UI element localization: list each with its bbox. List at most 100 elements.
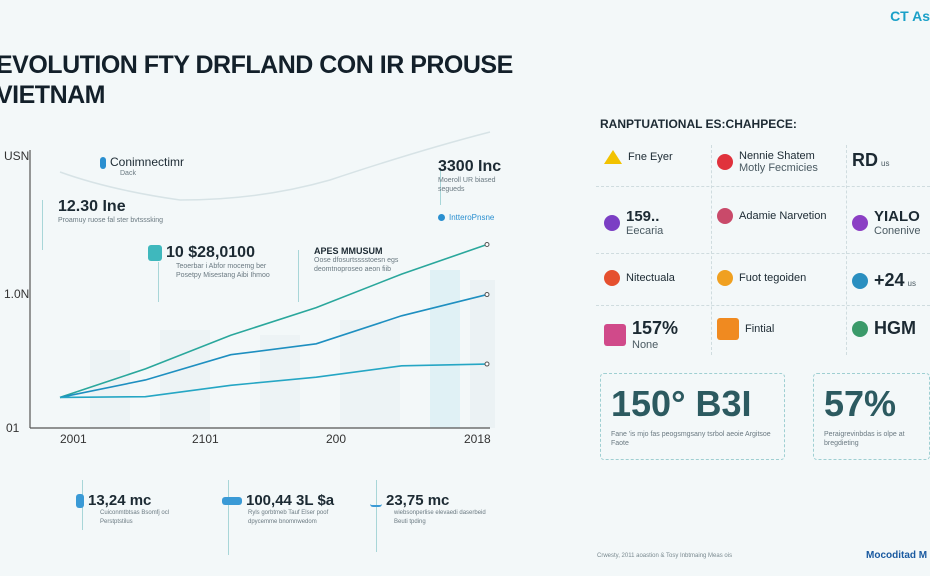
stat-box-1: 150° B3I Fane 'is mjo fas peogsmgsany ts… bbox=[600, 373, 785, 460]
grid-item: Fne Eyer bbox=[604, 150, 673, 164]
line-chart: USN 1.0N 01 2001 2101 200 2018 bbox=[4, 131, 495, 446]
category-icon bbox=[604, 323, 626, 346]
grid-item: Adamie Narvetion bbox=[717, 208, 826, 224]
grid-item: RD us bbox=[852, 150, 889, 171]
category-icon bbox=[604, 270, 620, 286]
grid-item-caption: us bbox=[881, 159, 890, 168]
grid-item: +24 us bbox=[852, 270, 916, 291]
annotation-connection: Conimnectimr Dack bbox=[100, 155, 230, 178]
annotation-1230: 12.30 Ine Proamuy ruose fal ster bvtsssk… bbox=[58, 198, 168, 225]
grid-item: Nitectuala bbox=[604, 270, 675, 286]
grid-item-label: RD bbox=[852, 150, 878, 170]
series-end-point bbox=[484, 361, 490, 367]
section-title: RANPTUATIONAL ES:CHAHPECE: bbox=[600, 117, 797, 131]
annotation-value: 3300 Inc bbox=[438, 158, 502, 175]
stat-caption: Cuiconmtbtsas Bsomfj ocl Perstptstilus bbox=[100, 510, 170, 525]
grid-item-label: 157% bbox=[632, 318, 679, 338]
grid-item: 159.. Eecaria bbox=[604, 208, 663, 237]
title-line-2: VIETNAM bbox=[0, 81, 105, 109]
grid-item: Nennie Shatem Motly Fecmicies bbox=[717, 150, 818, 174]
grid-item-label: Fintial bbox=[745, 323, 775, 335]
annotation-28000: 10 $28,0100 Teoerbar i Abfor mocemg ber … bbox=[148, 244, 286, 280]
stat-box-2: 57% Peraigrevinbdas is olpe at bregdieti… bbox=[813, 373, 930, 460]
grid-item-caption: Motly Fecmicies bbox=[739, 162, 818, 174]
stat-caption: wiebsonperlise elevaedi daserbeid Beuti … bbox=[394, 510, 486, 525]
annotation-caption: Oose dfosurtsssstoesn egs deomtnoproseo … bbox=[314, 257, 399, 273]
category-icon bbox=[717, 154, 733, 170]
series-line-1 bbox=[59, 243, 488, 399]
city-skyline-background bbox=[90, 270, 495, 428]
grid-item-label: HGM bbox=[874, 318, 916, 338]
bottom-stat-3: 23,75 mc wiebsonperlise elevaedi daserbe… bbox=[370, 492, 494, 527]
annotation-value: 12.30 Ine bbox=[58, 198, 126, 215]
trend-icon bbox=[370, 495, 382, 508]
grid-item-caption: Eecaria bbox=[626, 225, 664, 237]
grid-item: YIALO Conenive bbox=[852, 208, 920, 237]
annotation-caption: Proamuy ruose fal ster bvtsssking bbox=[58, 217, 164, 224]
grid-item: Fintial bbox=[717, 318, 774, 340]
brand-logo: CT As bbox=[890, 8, 930, 24]
grid-item: HGM bbox=[852, 318, 916, 339]
grid-item-caption: us bbox=[907, 279, 916, 288]
stat-value: 100,44 3L $a bbox=[246, 492, 335, 509]
category-icon bbox=[717, 208, 733, 224]
category-icon bbox=[852, 214, 868, 231]
annotation-apes: APES MMUSUM Oose dfosurtsssstoesn egs de… bbox=[314, 246, 424, 274]
annotation-value: 10 $28,0100 bbox=[166, 244, 255, 261]
annotation-caption: Moeroll UR biased segueds bbox=[438, 177, 496, 193]
card-icon bbox=[222, 497, 242, 506]
footer-credit: Crwesty, 2011 aoastion & Tosy Inbtmaing … bbox=[597, 553, 733, 559]
legend-dot-icon bbox=[438, 214, 445, 221]
series-end-point bbox=[484, 242, 490, 248]
category-icon bbox=[717, 270, 733, 286]
stat-box-caption: Peraigrevinbdas is olpe at bregdieting bbox=[824, 431, 905, 447]
y-tick-label: 1.0N bbox=[4, 287, 29, 301]
grid-item-caption: Conenive bbox=[874, 225, 921, 237]
category-icon bbox=[717, 318, 739, 340]
x-tick-label: 2018 bbox=[464, 432, 491, 446]
y-tick-label: USN bbox=[4, 149, 29, 163]
annotation-3300: 3300 Inc Moeroll UR biased segueds bbox=[438, 158, 508, 194]
grid-item: Fuot tegoiden bbox=[717, 270, 806, 286]
category-icon bbox=[604, 214, 620, 231]
grid-item-label: 159.. bbox=[626, 208, 660, 225]
x-tick-label: 200 bbox=[326, 432, 346, 446]
feature-grid: Fne Eyer Nennie Shatem Motly Fecmicies RD us… bbox=[596, 140, 930, 360]
bottom-stat-1: 13,24 mc Cuiconmtbtsas Bsomfj ocl Perstp… bbox=[76, 492, 200, 527]
annotation-value: APES MMUSUM bbox=[314, 246, 383, 256]
grid-item-label: YIALO bbox=[874, 208, 920, 225]
series-line-2 bbox=[59, 293, 488, 399]
chart-icon bbox=[148, 244, 162, 261]
stat-value: 13,24 mc bbox=[88, 492, 152, 509]
grid-item-caption: None bbox=[632, 339, 659, 351]
decorative-curve bbox=[59, 131, 491, 201]
grid-item-label: Nennie Shatem bbox=[739, 150, 815, 162]
series-line-3 bbox=[59, 363, 488, 399]
stat-value: 23,75 mc bbox=[386, 492, 450, 509]
category-icon bbox=[852, 320, 868, 337]
grid-item-label: Adamie Narvetion bbox=[739, 210, 827, 222]
stat-box-caption: Fane 'is mjo fas peogsmgsany tsrbol aeoi… bbox=[611, 431, 771, 447]
category-icon bbox=[852, 272, 868, 289]
stat-caption: Ryls gorbtmeb Tauf Elser poof dpycemme b… bbox=[248, 510, 329, 525]
title-line-1: EVOLUTION FTY DRFLAND CON IR PROUSE bbox=[0, 51, 513, 79]
page-title: EVOLUTION FTY DRFLAND CON IR PROUSE VIET… bbox=[0, 50, 513, 110]
x-tick-label: 2101 bbox=[192, 432, 219, 446]
grid-item: 157% None bbox=[604, 318, 678, 351]
device-icon bbox=[76, 494, 84, 509]
pin-icon bbox=[100, 156, 106, 169]
annotation-value: Conimnectimr bbox=[110, 155, 185, 169]
bottom-stat-2: 100,44 3L $a Ryls gorbtmeb Tauf Elser po… bbox=[222, 492, 348, 527]
series-end-point bbox=[484, 292, 490, 298]
legend-item: IntteroPnsne bbox=[438, 213, 494, 222]
stat-box-value: 57% bbox=[824, 383, 897, 424]
category-icon bbox=[604, 150, 622, 164]
legend-label: IntteroPnsne bbox=[449, 213, 495, 222]
annotation-caption: Dack bbox=[120, 170, 136, 177]
grid-item-label: Fne Eyer bbox=[628, 151, 673, 163]
x-tick-label: 2001 bbox=[60, 432, 87, 446]
stat-box-value: 150° B3I bbox=[611, 383, 752, 424]
grid-item-label: Nitectuala bbox=[626, 272, 675, 284]
annotation-caption: Teoerbar i Abfor mocemg ber Posetpy Mise… bbox=[176, 263, 270, 279]
footer-brand: Mocoditad M bbox=[866, 550, 928, 561]
